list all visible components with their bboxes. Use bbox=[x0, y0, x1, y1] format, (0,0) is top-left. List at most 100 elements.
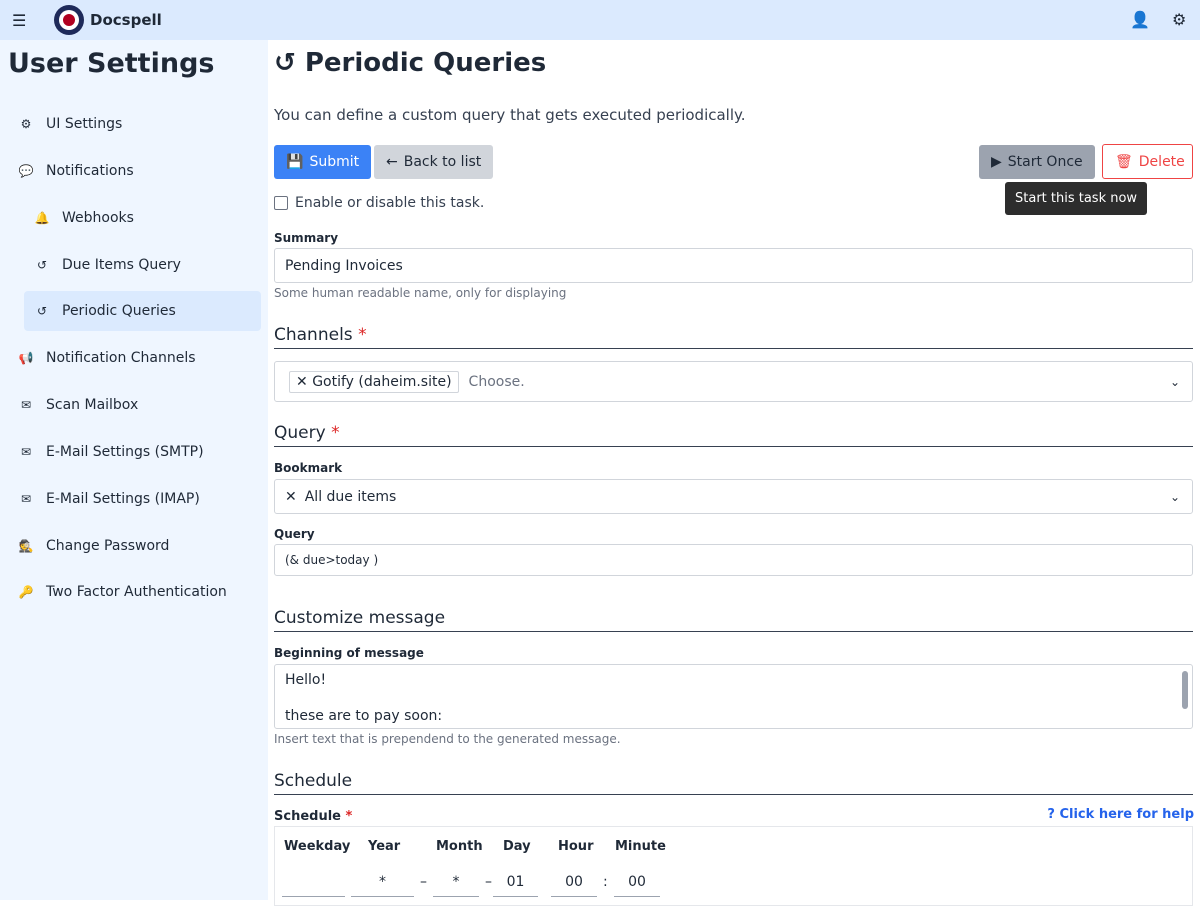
remove-icon[interactable]: ✕ bbox=[296, 373, 308, 390]
begin-textarea[interactable]: Hello! these are to pay soon: bbox=[274, 664, 1193, 729]
weekday-input[interactable] bbox=[282, 867, 345, 897]
sidebar-item-periodic-queries[interactable]: ↺ Periodic Queries bbox=[24, 291, 261, 331]
line: Hello! bbox=[285, 672, 327, 688]
t: Channels bbox=[274, 325, 353, 345]
chevron-down-icon[interactable]: ⌄ bbox=[1169, 374, 1180, 389]
label: Notifications bbox=[46, 163, 134, 179]
channel-tag[interactable]: ✕ Gotify (daheim.site) bbox=[289, 370, 459, 393]
label: Change Password bbox=[46, 538, 170, 554]
sidebar-title: User Settings bbox=[8, 48, 215, 79]
trash-icon: 🗑 bbox=[1115, 153, 1133, 170]
line: these are to pay soon: bbox=[285, 708, 443, 724]
sidebar-item-scan-mailbox[interactable]: ✉ Scan Mailbox bbox=[0, 385, 268, 425]
summary-hint: Some human readable name, only for displ… bbox=[274, 286, 567, 300]
query-label: Query bbox=[274, 527, 315, 541]
sidebar-item-notifications[interactable]: 💬 Notifications bbox=[0, 151, 268, 191]
label: Submit bbox=[309, 154, 360, 170]
envelope-icon: ✉ bbox=[20, 492, 32, 506]
t: Query bbox=[274, 423, 326, 443]
channels-select[interactable]: ✕ Gotify (daheim.site) Choose. ⌄ bbox=[274, 361, 1193, 402]
top-bar: ☰ Docspell 👤 ⚙ bbox=[0, 0, 1200, 40]
label: Scan Mailbox bbox=[46, 397, 139, 413]
label: Enable or disable this task. bbox=[295, 195, 485, 211]
question-icon: ? bbox=[1047, 807, 1055, 822]
history-icon: ↺ bbox=[36, 258, 48, 272]
help-link[interactable]: ? Click here for help bbox=[1047, 807, 1194, 822]
sidebar-item-smtp[interactable]: ✉ E-Mail Settings (SMTP) bbox=[0, 432, 268, 472]
user-icon[interactable]: 👤 bbox=[1130, 10, 1150, 29]
sidebar-item-2fa[interactable]: 🔑 Two Factor Authentication bbox=[0, 572, 268, 612]
hour-input[interactable]: 00 bbox=[551, 867, 597, 897]
bell-icon: 🔔 bbox=[34, 211, 50, 225]
history-icon: ↺ bbox=[274, 48, 296, 78]
sidebar: User Settings ⚙ UI Settings 💬 Notification… bbox=[0, 40, 268, 900]
cog-icon: ⚙ bbox=[20, 117, 32, 131]
day-input[interactable]: 01 bbox=[493, 867, 538, 897]
col-day: Day bbox=[503, 839, 531, 854]
save-icon: 💾 bbox=[286, 154, 304, 170]
channels-heading: Channels * bbox=[274, 325, 1193, 349]
enable-checkbox[interactable]: Enable or disable this task. bbox=[274, 195, 484, 211]
back-button[interactable]: ← Back to list bbox=[374, 145, 494, 179]
col-year: Year bbox=[368, 839, 401, 854]
tag-label: Gotify (daheim.site) bbox=[312, 373, 452, 390]
comment-icon: 💬 bbox=[18, 164, 34, 178]
sidebar-item-notification-channels[interactable]: 📢 Notification Channels bbox=[0, 338, 268, 378]
schedule-label: Schedule * bbox=[274, 809, 353, 824]
label: Start Once bbox=[1007, 154, 1083, 170]
month-input[interactable]: * bbox=[433, 867, 479, 897]
summary-input[interactable]: Pending Invoices bbox=[274, 248, 1193, 283]
label: Notification Channels bbox=[46, 350, 196, 366]
query-input[interactable]: (& due>today ) bbox=[274, 544, 1193, 576]
scrollbar[interactable] bbox=[1182, 671, 1188, 709]
sidebar-item-change-password[interactable]: 🕵 Change Password bbox=[0, 526, 268, 566]
t: Click here for help bbox=[1059, 807, 1194, 822]
value: All due items bbox=[304, 488, 397, 505]
page-title: ↺ Periodic Queries bbox=[274, 48, 546, 78]
bookmark-label: Bookmark bbox=[274, 461, 343, 475]
label: E-Mail Settings (IMAP) bbox=[46, 491, 200, 507]
label: Back to list bbox=[403, 154, 482, 170]
menu-icon[interactable]: ☰ bbox=[12, 11, 27, 30]
year-input[interactable]: * bbox=[351, 867, 414, 897]
page-description: You can define a custom query that gets … bbox=[274, 106, 746, 124]
play-icon: ▶ bbox=[991, 154, 1002, 170]
checkbox[interactable] bbox=[274, 196, 288, 210]
label: Due Items Query bbox=[62, 257, 181, 273]
sidebar-item-imap[interactable]: ✉ E-Mail Settings (IMAP) bbox=[0, 479, 268, 519]
start-once-button[interactable]: ▶ Start Once bbox=[979, 145, 1095, 179]
cogs-icon[interactable]: ⚙ bbox=[1172, 10, 1187, 29]
col-hour: Hour bbox=[558, 839, 594, 854]
delete-button[interactable]: 🗑 Delete bbox=[1102, 144, 1193, 179]
customize-heading: Customize message bbox=[274, 608, 1193, 632]
label: Webhooks bbox=[62, 210, 134, 226]
envelope-open-icon: ✉ bbox=[20, 398, 32, 412]
sidebar-item-webhooks[interactable]: 🔔 Webhooks bbox=[0, 198, 268, 238]
begin-label: Beginning of message bbox=[274, 646, 424, 660]
begin-hint: Insert text that is prependend to the ge… bbox=[274, 732, 621, 746]
user-secret-icon: 🕵 bbox=[18, 539, 34, 553]
key-icon: 🔑 bbox=[18, 585, 34, 599]
envelope-icon: ✉ bbox=[20, 445, 32, 459]
title-text: Periodic Queries bbox=[304, 48, 547, 78]
clear-icon[interactable]: ✕ bbox=[285, 488, 297, 505]
bookmark-select[interactable]: ✕ All due items ⌄ bbox=[274, 479, 1193, 514]
value: Pending Invoices bbox=[285, 257, 403, 274]
docspell-logo[interactable] bbox=[54, 5, 84, 35]
col-month: Month bbox=[436, 839, 483, 854]
bullhorn-icon: 📢 bbox=[18, 351, 34, 365]
label: Two Factor Authentication bbox=[46, 584, 227, 600]
sidebar-item-ui-settings[interactable]: ⚙ UI Settings bbox=[0, 104, 268, 144]
tooltip: Start this task now bbox=[1005, 182, 1148, 215]
col-weekday: Weekday bbox=[284, 839, 351, 854]
label: E-Mail Settings (SMTP) bbox=[46, 444, 204, 460]
minute-input[interactable]: 00 bbox=[614, 867, 660, 897]
schedule-heading: Schedule bbox=[274, 771, 1193, 795]
label: Delete bbox=[1138, 153, 1185, 170]
sidebar-item-due-items-query[interactable]: ↺ Due Items Query bbox=[0, 245, 268, 285]
submit-button[interactable]: 💾 Submit bbox=[274, 145, 372, 179]
chevron-down-icon[interactable]: ⌄ bbox=[1169, 489, 1180, 504]
label: Periodic Queries bbox=[62, 303, 176, 319]
arrow-left-icon: ← bbox=[386, 154, 398, 170]
app-name[interactable]: Docspell bbox=[90, 11, 162, 29]
